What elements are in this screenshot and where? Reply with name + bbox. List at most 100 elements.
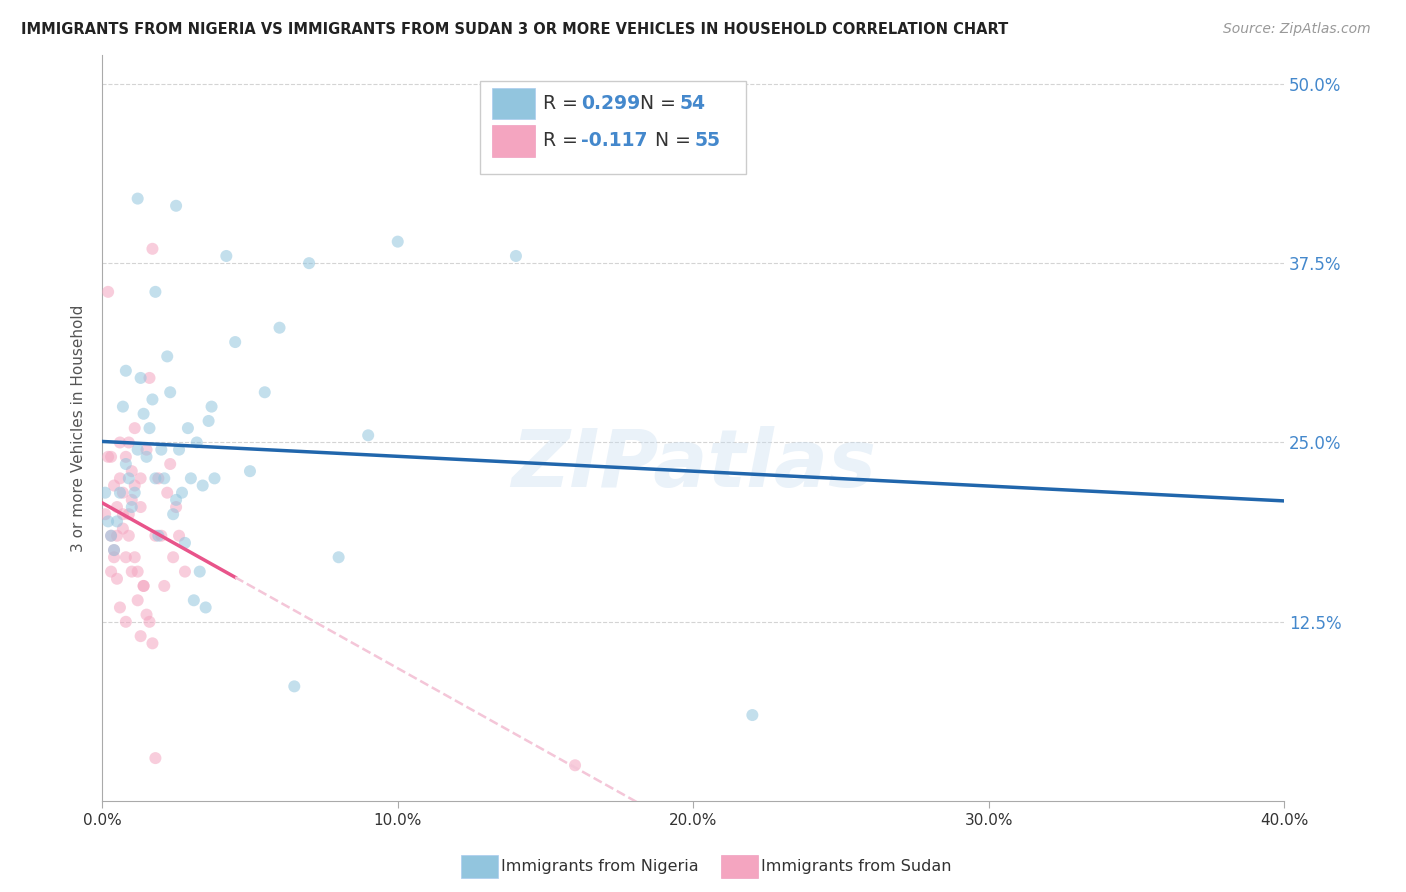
Point xyxy=(145,529,167,543)
Point xyxy=(148,471,170,485)
Point xyxy=(239,464,262,478)
Point xyxy=(111,507,134,521)
Point xyxy=(103,550,125,565)
Point xyxy=(194,600,217,615)
FancyBboxPatch shape xyxy=(492,88,534,120)
Point xyxy=(111,522,134,536)
Point xyxy=(148,529,170,543)
FancyBboxPatch shape xyxy=(492,125,534,157)
Point xyxy=(505,249,527,263)
Point xyxy=(162,507,184,521)
Point xyxy=(105,500,128,514)
Point xyxy=(118,435,141,450)
Point xyxy=(121,565,143,579)
Point xyxy=(215,249,238,263)
Point xyxy=(188,565,211,579)
Point xyxy=(115,364,138,378)
Point xyxy=(127,192,149,206)
Point xyxy=(159,385,181,400)
Point xyxy=(103,543,125,558)
Point xyxy=(180,471,202,485)
Point xyxy=(135,442,157,457)
Point xyxy=(186,435,208,450)
Point xyxy=(145,471,167,485)
Text: N =: N = xyxy=(655,131,692,151)
Point xyxy=(100,529,122,543)
Text: Immigrants from Nigeria: Immigrants from Nigeria xyxy=(501,859,699,873)
Point xyxy=(156,485,179,500)
Point xyxy=(115,450,138,464)
Text: -0.117: -0.117 xyxy=(581,131,647,151)
Point xyxy=(167,442,190,457)
Point xyxy=(94,485,117,500)
Text: R =: R = xyxy=(543,131,578,151)
Point xyxy=(177,421,200,435)
Point xyxy=(108,435,131,450)
Point xyxy=(204,471,226,485)
Point xyxy=(111,400,134,414)
Point xyxy=(115,615,138,629)
Point xyxy=(167,529,190,543)
Text: Immigrants from Sudan: Immigrants from Sudan xyxy=(761,859,950,873)
Point xyxy=(135,450,157,464)
Point xyxy=(253,385,276,400)
Point xyxy=(129,471,152,485)
Point xyxy=(191,478,214,492)
Text: N =: N = xyxy=(640,95,676,113)
Point xyxy=(108,485,131,500)
Point xyxy=(145,285,167,299)
Point xyxy=(129,629,152,643)
Point xyxy=(94,507,117,521)
Text: 54: 54 xyxy=(679,95,704,113)
Point xyxy=(741,708,763,723)
Point xyxy=(127,442,149,457)
Point xyxy=(165,500,187,514)
Y-axis label: 3 or more Vehicles in Household: 3 or more Vehicles in Household xyxy=(72,304,86,552)
Text: IMMIGRANTS FROM NIGERIA VS IMMIGRANTS FROM SUDAN 3 OR MORE VEHICLES IN HOUSEHOLD: IMMIGRANTS FROM NIGERIA VS IMMIGRANTS FR… xyxy=(21,22,1008,37)
Text: Source: ZipAtlas.com: Source: ZipAtlas.com xyxy=(1223,22,1371,37)
Text: ZIPatlas: ZIPatlas xyxy=(510,426,876,505)
Point xyxy=(105,529,128,543)
Point xyxy=(283,679,305,693)
Point xyxy=(357,428,380,442)
Point xyxy=(132,407,155,421)
Point xyxy=(115,457,138,471)
Point xyxy=(145,751,167,765)
Point xyxy=(197,414,219,428)
Point xyxy=(129,371,152,385)
Point xyxy=(138,615,160,629)
Point xyxy=(124,485,146,500)
Point xyxy=(100,565,122,579)
Point xyxy=(174,565,197,579)
Point xyxy=(141,242,163,256)
Point xyxy=(97,515,120,529)
Point xyxy=(115,550,138,565)
Point xyxy=(132,579,155,593)
Point xyxy=(224,334,246,349)
Point xyxy=(141,636,163,650)
Point xyxy=(564,758,586,772)
Point xyxy=(165,492,187,507)
Point xyxy=(150,529,173,543)
Point xyxy=(97,450,120,464)
Point xyxy=(174,536,197,550)
Point xyxy=(118,529,141,543)
Point xyxy=(138,421,160,435)
Point xyxy=(127,565,149,579)
Point xyxy=(138,371,160,385)
Point xyxy=(103,543,125,558)
Point xyxy=(124,550,146,565)
Point xyxy=(97,285,120,299)
Point xyxy=(159,457,181,471)
Point xyxy=(141,392,163,407)
Point xyxy=(100,450,122,464)
Point xyxy=(105,572,128,586)
Point xyxy=(127,593,149,607)
Point xyxy=(328,550,350,565)
Point xyxy=(165,199,187,213)
Text: R =: R = xyxy=(543,95,578,113)
Point xyxy=(121,500,143,514)
Point xyxy=(108,471,131,485)
Point xyxy=(162,550,184,565)
Point xyxy=(135,607,157,622)
